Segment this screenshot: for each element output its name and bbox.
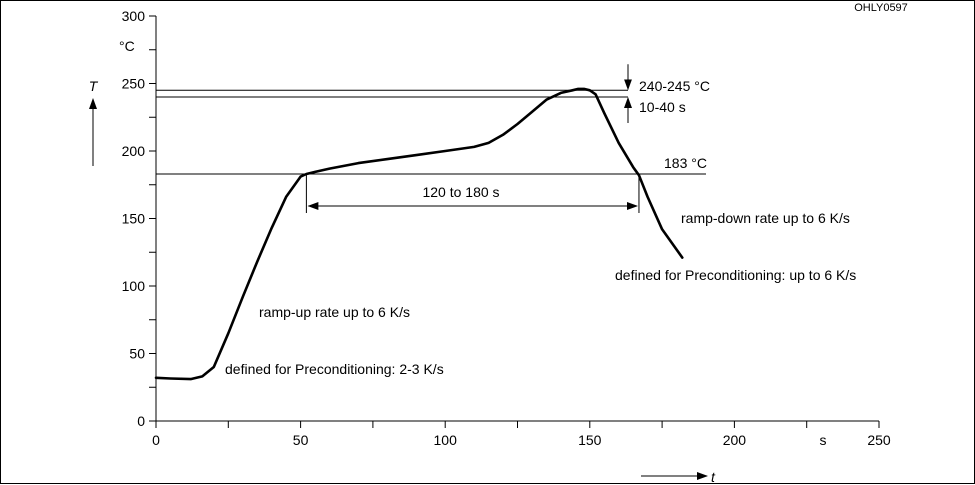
x-tick-label: 100 <box>434 432 458 448</box>
y-tick-label: 0 <box>137 413 145 429</box>
y-axis-title: T <box>89 78 99 94</box>
y-tick-label: 250 <box>122 76 146 92</box>
y-tick-label: 300 <box>122 8 146 24</box>
x-tick-label: 150 <box>578 432 602 448</box>
profile-curve-series-0 <box>154 87 684 381</box>
x-unit-label: s <box>820 432 827 448</box>
annotation-ramp-down-precond: defined for Preconditioning: up to 6 K/s <box>615 267 856 283</box>
x-tick-label: 200 <box>723 432 747 448</box>
annotation-peak-time: 10-40 s <box>639 99 686 115</box>
x-axis-title: t <box>711 469 716 485</box>
y-tick-label: 50 <box>129 346 145 362</box>
y-tick-label: 100 <box>122 278 146 294</box>
y-tick-label: 200 <box>122 143 146 159</box>
y-unit-label: °C <box>119 38 135 54</box>
annotation-time-above: 120 to 180 s <box>422 184 499 200</box>
annotation-liquidus: 183 °C <box>664 155 707 171</box>
x-tick-label: 50 <box>293 432 309 448</box>
annotation-peak-temp: 240-245 °C <box>639 78 710 94</box>
x-tick-label: 0 <box>152 432 160 448</box>
annotation-ramp-down: ramp-down rate up to 6 K/s <box>681 210 850 226</box>
annotation-ramp-up: ramp-up rate up to 6 K/s <box>259 304 410 320</box>
doc-code: OHLY0597 <box>854 2 908 14</box>
annotation-ramp-up-precond: defined for Preconditioning: 2-3 K/s <box>225 361 444 377</box>
y-tick-label: 150 <box>122 211 146 227</box>
x-tick-label: 250 <box>867 432 891 448</box>
